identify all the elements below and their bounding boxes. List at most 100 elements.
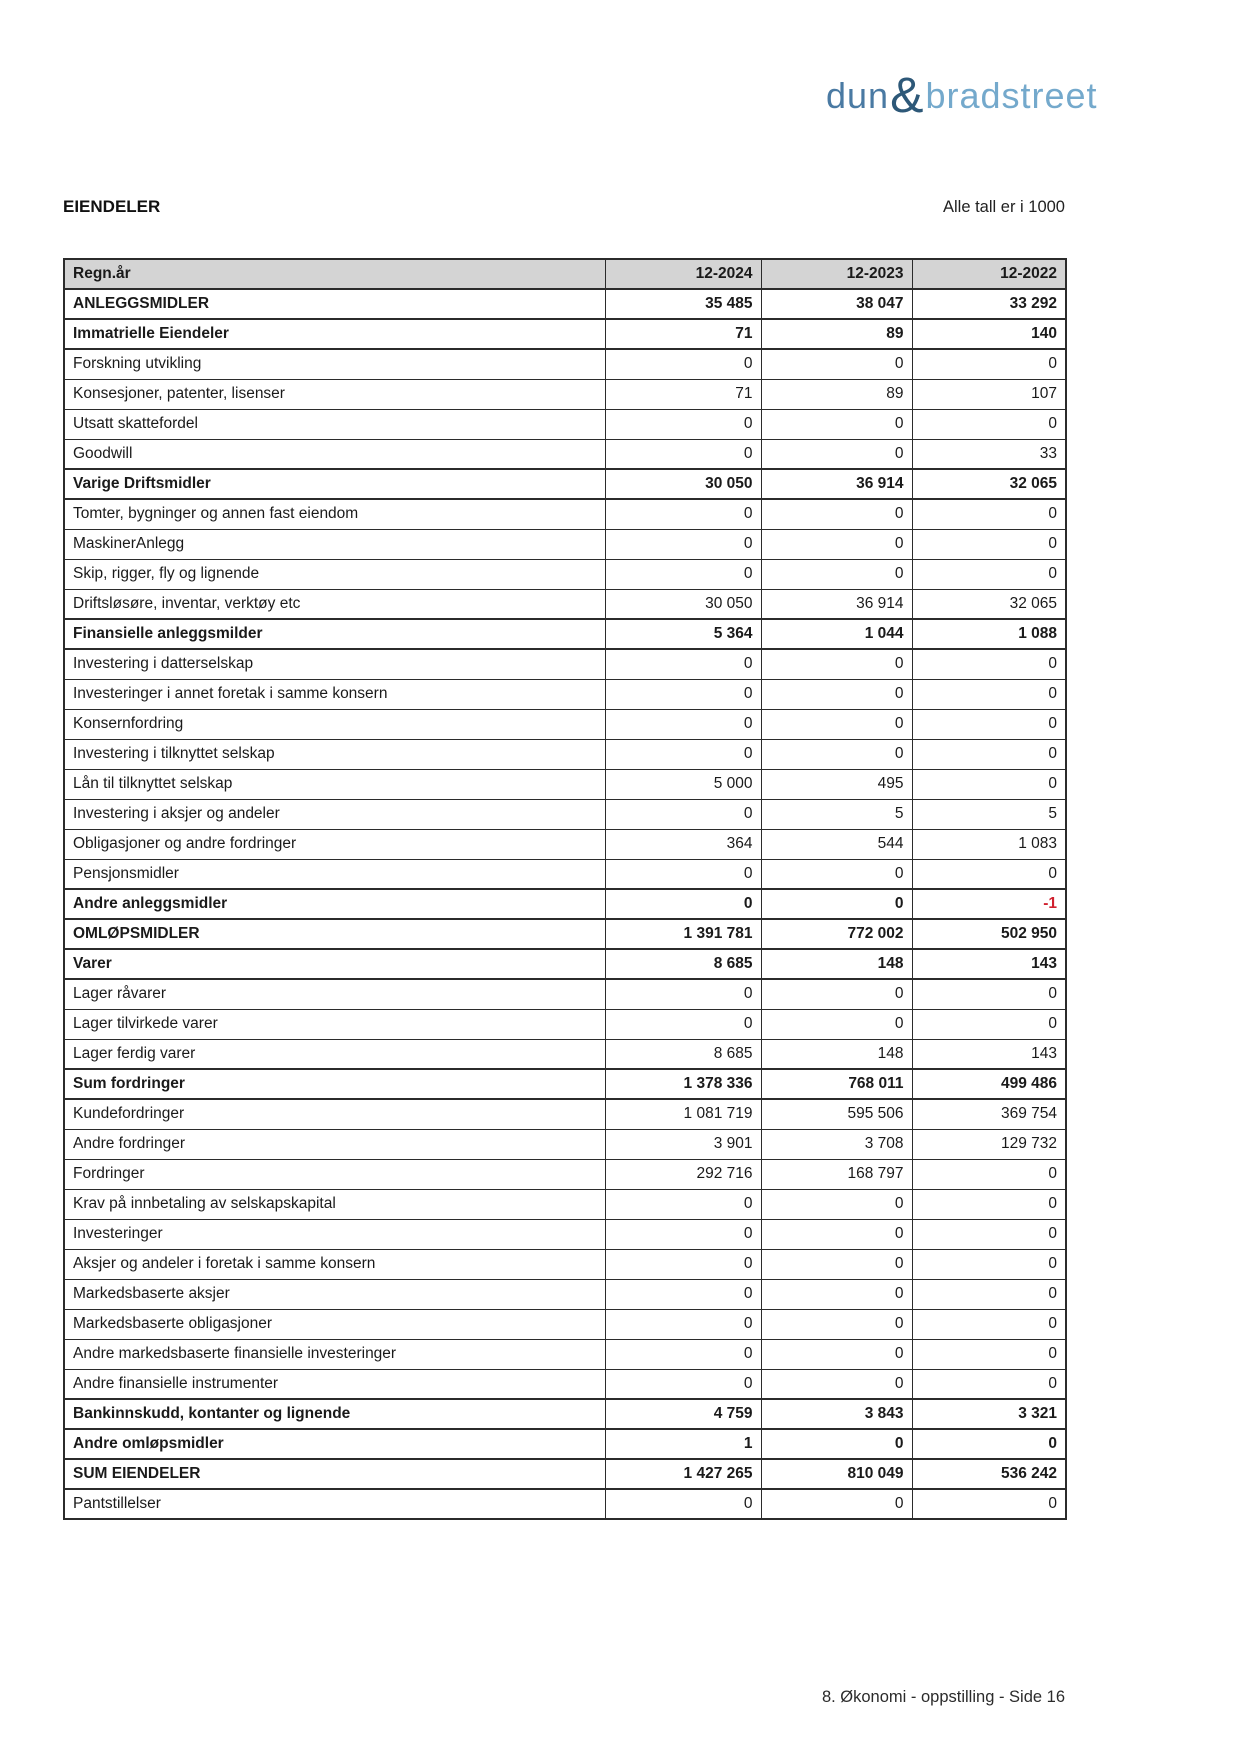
row-label: Konsesjoner, patenter, lisenser: [63, 378, 606, 410]
table-row: Skip, rigger, fly og lignende 0 0 0: [63, 558, 1067, 590]
row-value: 33 292: [911, 288, 1067, 320]
row-label: Kundefordringer: [63, 1098, 606, 1130]
row-value: 8 685: [604, 1038, 762, 1070]
row-value: 0: [911, 858, 1067, 890]
row-value: 140: [911, 318, 1067, 350]
row-label: Utsatt skattefordel: [63, 408, 606, 440]
row-value: 148: [760, 948, 913, 980]
row-value: 0: [604, 738, 762, 770]
row-label: Andre omløpsmidler: [63, 1428, 606, 1460]
row-value: 148: [760, 1038, 913, 1070]
row-label: MaskinerAnlegg: [63, 528, 606, 560]
row-label: ANLEGGSMIDLER: [63, 288, 606, 320]
row-value: 168 797: [760, 1158, 913, 1190]
row-value: 0: [911, 1008, 1067, 1040]
row-value: 772 002: [760, 918, 913, 950]
row-value: 0: [604, 1008, 762, 1040]
row-value: 0: [911, 1278, 1067, 1310]
row-label: Andre anleggsmidler: [63, 888, 606, 920]
row-value: 3 901: [604, 1128, 762, 1160]
page-footer: 8. Økonomi - oppstilling - Side 16: [821, 1688, 1065, 1706]
row-value: 544: [760, 828, 913, 860]
table-row: Goodwill 0 0 33: [63, 438, 1067, 470]
table-row: Sum fordringer 1 378 336 768 011 499 486: [63, 1068, 1067, 1100]
row-label: Investeringer: [63, 1218, 606, 1250]
row-value: 1 391 781: [604, 918, 762, 950]
row-value: 0: [760, 1338, 913, 1370]
header-year-2022: 12-2022: [911, 258, 1067, 290]
row-label: Aksjer og andeler i foretak i samme kons…: [63, 1248, 606, 1280]
table-row: Investering i aksjer og andeler 0 5 5: [63, 798, 1067, 830]
units-note: Alle tall er i 1000: [943, 198, 1065, 216]
balance-table-body: ANLEGGSMIDLER 35 485 38 047 33 292 Immatriel…: [63, 288, 1067, 1520]
row-value: 30 050: [604, 468, 762, 500]
row-value: 30 050: [604, 588, 762, 620]
table-row: Konsesjoner, patenter, lisenser 71 89 107: [63, 378, 1067, 410]
row-value: 0: [760, 408, 913, 440]
table-row: Markedsbaserte obligasjoner 0 0 0: [63, 1308, 1067, 1340]
row-label: Investering i tilknyttet selskap: [63, 738, 606, 770]
row-label: Andre fordringer: [63, 1128, 606, 1160]
table-row: Andre markedsbaserte finansielle investe…: [63, 1338, 1067, 1370]
row-value: 143: [911, 1038, 1067, 1070]
row-value: 499 486: [911, 1068, 1067, 1100]
table-row: Pensjonsmidler 0 0 0: [63, 858, 1067, 890]
row-value: 0: [760, 1278, 913, 1310]
row-value: 107: [911, 378, 1067, 410]
row-label: Markedsbaserte obligasjoner: [63, 1308, 606, 1340]
row-value: 0: [604, 1248, 762, 1280]
section-title: EIENDELER: [63, 197, 161, 216]
row-value: 1 044: [760, 618, 913, 650]
row-value: 4 759: [604, 1398, 762, 1430]
row-label: Finansielle anleggsmilder: [63, 618, 606, 650]
row-value: 5 364: [604, 618, 762, 650]
row-value: 0: [760, 1248, 913, 1280]
row-value: 495: [760, 768, 913, 800]
table-row: Fordringer 292 716 168 797 0: [63, 1158, 1067, 1190]
table-row: MaskinerAnlegg 0 0 0: [63, 528, 1067, 560]
table-row: Varige Driftsmidler 30 050 36 914 32 065: [63, 468, 1067, 500]
table-row: Bankinnskudd, kontanter og lignende 4 759…: [63, 1398, 1067, 1430]
table-row: Pantstillelser 0 0 0: [63, 1488, 1067, 1520]
row-value: 0: [911, 708, 1067, 740]
table-row: Obligasjoner og andre fordringer 364 544 1 …: [63, 828, 1067, 860]
row-label: Lager tilvirkede varer: [63, 1008, 606, 1040]
row-value: 1 378 336: [604, 1068, 762, 1100]
row-value: 71: [604, 378, 762, 410]
row-value: 0: [604, 708, 762, 740]
row-value: 0: [911, 1158, 1067, 1190]
row-value: 0: [604, 1188, 762, 1220]
table-row: Immatrielle Eiendeler 71 89 140: [63, 318, 1067, 350]
row-value: 89: [760, 378, 913, 410]
row-value: 0: [604, 648, 762, 680]
logo-text-bradstreet: bradstreet: [925, 75, 1098, 116]
row-value: 35 485: [604, 288, 762, 320]
table-row: Lager ferdig varer 8 685 148 143: [63, 1038, 1067, 1070]
table-row: Lån til tilknyttet selskap 5 000 495 0: [63, 768, 1067, 800]
row-value: 0: [911, 528, 1067, 560]
row-label: Andre finansielle instrumenter: [63, 1368, 606, 1400]
row-label: Skip, rigger, fly og lignende: [63, 558, 606, 590]
row-value: 0: [911, 1188, 1067, 1220]
header-year-2023: 12-2023: [760, 258, 913, 290]
row-label: Lager råvarer: [63, 978, 606, 1010]
header-year-2024: 12-2024: [604, 258, 762, 290]
row-value: 0: [604, 1338, 762, 1370]
row-label: SUM EIENDELER: [63, 1458, 606, 1490]
row-value: 129 732: [911, 1128, 1067, 1160]
row-value: 36 914: [760, 588, 913, 620]
row-value: 0: [911, 1248, 1067, 1280]
row-label: Tomter, bygninger og annen fast eiendom: [63, 498, 606, 530]
table-row: Varer 8 685 148 143: [63, 948, 1067, 980]
row-label: OMLØPSMIDLER: [63, 918, 606, 950]
row-label: Lager ferdig varer: [63, 1038, 606, 1070]
row-value: 0: [911, 678, 1067, 710]
table-row: Krav på innbetaling av selskapskapital 0 0…: [63, 1188, 1067, 1220]
row-value: 3 321: [911, 1398, 1067, 1430]
row-value: -1: [911, 888, 1067, 920]
row-value: 3 708: [760, 1128, 913, 1160]
table-row: Andre finansielle instrumenter 0 0 0: [63, 1368, 1067, 1400]
table-row: Andre omløpsmidler 1 0 0: [63, 1428, 1067, 1460]
row-value: 0: [760, 1368, 913, 1400]
row-value: 0: [760, 1008, 913, 1040]
